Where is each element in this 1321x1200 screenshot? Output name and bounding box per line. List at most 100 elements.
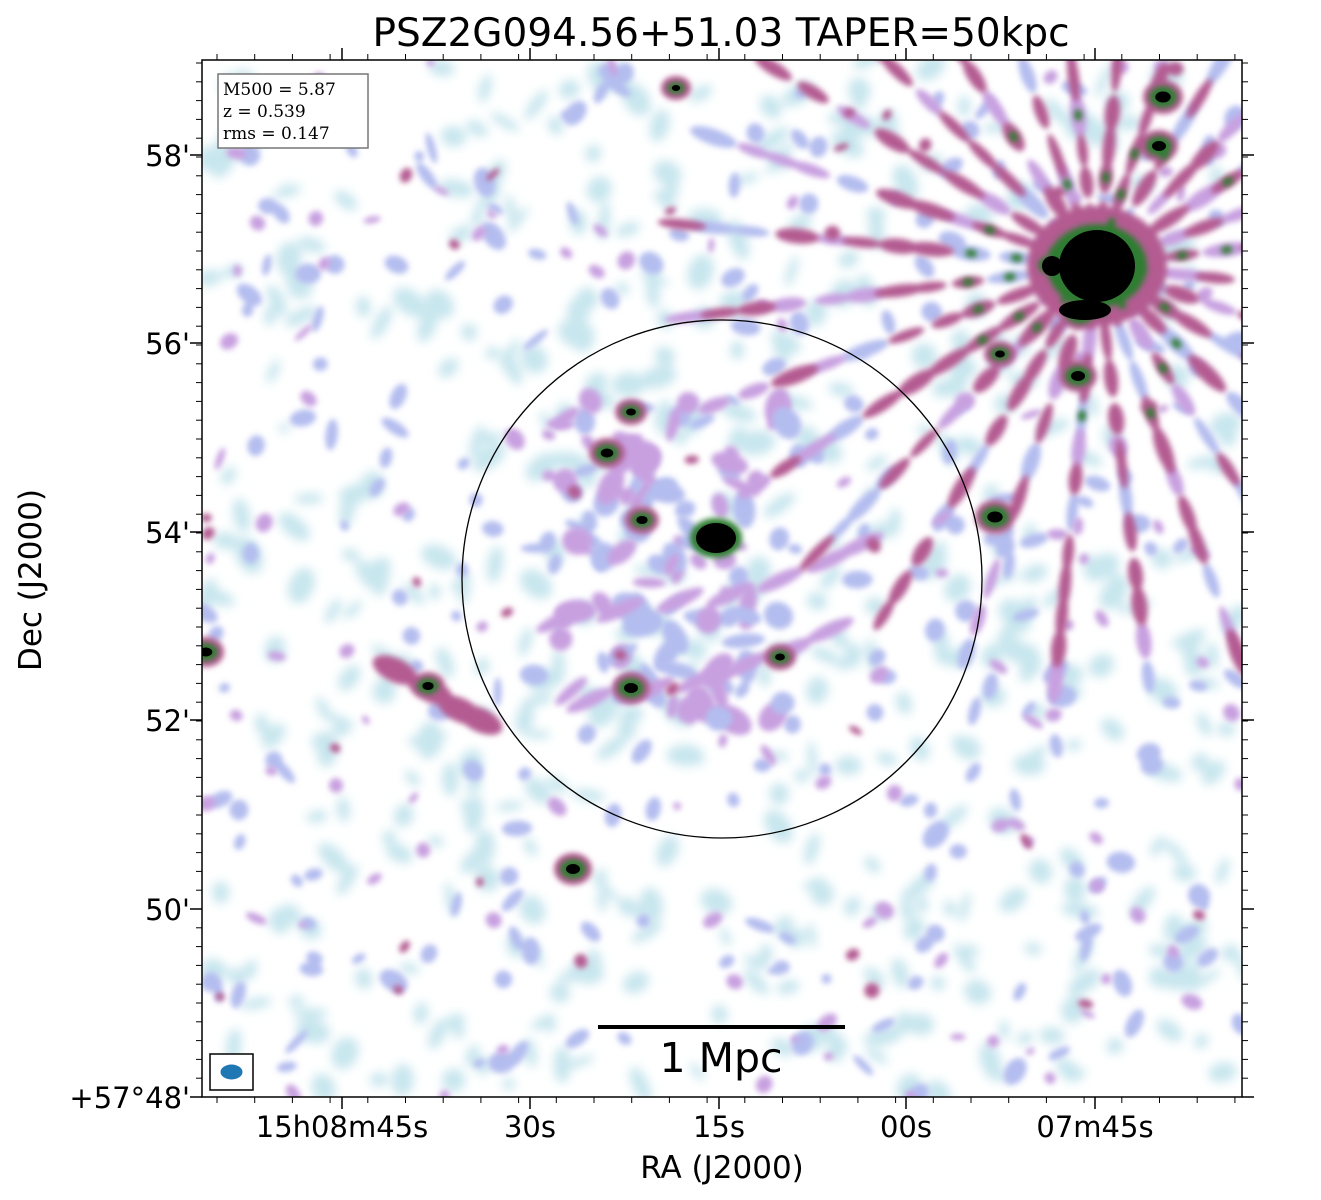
noise-blob: [925, 618, 945, 642]
noise-blob: [265, 766, 278, 776]
artefact-streak: [1154, 267, 1207, 281]
noise-blob: [403, 582, 425, 605]
noise-blob: [420, 944, 438, 964]
noise-blob: [1124, 1009, 1144, 1038]
noise-blob: [240, 997, 272, 1010]
noise-blob: [726, 974, 744, 990]
noise-blob: [1094, 63, 1113, 98]
noise-blob: [370, 305, 393, 340]
noise-blob: [519, 895, 546, 925]
noise-blob: [1084, 475, 1111, 492]
noise-blob: [866, 703, 884, 722]
x-tick-label: 15s: [693, 1110, 745, 1144]
noise-blob: [957, 95, 971, 117]
diffuse-blob: [549, 627, 573, 651]
noise-blob: [702, 912, 723, 929]
noise-blob: [619, 705, 644, 724]
noise-blob: [284, 306, 318, 327]
noise-blob: [1201, 760, 1226, 785]
artefact-streak: [697, 396, 731, 414]
noise-blob: [249, 215, 266, 231]
artefact-streak: [1241, 353, 1242, 378]
artefact-streak: [962, 60, 987, 93]
noise-blob: [232, 498, 251, 533]
artefact-streak: [901, 0, 929, 1]
noise-blob: [1024, 942, 1042, 956]
artefact-streak: [992, 163, 1026, 197]
noise-blob: [288, 995, 305, 1008]
noise-blob: [232, 264, 242, 277]
artefact-streak: [1243, 273, 1281, 291]
noise-blob: [593, 224, 608, 237]
noise-blob: [700, 888, 733, 915]
diffuse-blob: [711, 493, 729, 518]
noise-blob: [1026, 745, 1049, 760]
noise-blob: [1060, 902, 1100, 919]
noise-blob: [606, 78, 632, 97]
noise-blob: [1163, 839, 1187, 865]
noise-blob: [285, 1030, 308, 1054]
noise-blob: [776, 333, 796, 360]
artefact-peak: [1171, 338, 1182, 349]
noise-blob: [325, 418, 338, 451]
noise-blob: [486, 168, 500, 181]
noise-blob: [922, 820, 950, 849]
noise-blob: [656, 835, 679, 867]
artefact-streak: [737, 301, 777, 316]
noise-blob: [711, 1004, 728, 1024]
noise-blob: [262, 254, 272, 276]
noise-blob: [784, 715, 801, 734]
noise-blob: [202, 146, 224, 172]
noise-blob: [329, 743, 341, 753]
artefact-streak: [937, 396, 970, 430]
artefact-streak: [1186, 78, 1213, 119]
noise-blob: [524, 90, 548, 120]
diffuse-blob: [642, 489, 655, 512]
source-core: [566, 864, 580, 874]
artefact-streak: [941, 170, 986, 199]
artefact-streak: [874, 128, 910, 154]
noise-blob: [425, 730, 447, 745]
noise-blob: [227, 967, 245, 986]
noise-blob: [1028, 858, 1053, 884]
noise-blob: [338, 665, 361, 691]
source-core: [624, 683, 638, 693]
artefact-streak: [1102, 123, 1116, 172]
noise-blob: [202, 602, 218, 623]
artefact-streak: [1068, 462, 1083, 496]
noise-blob: [521, 937, 540, 965]
noise-blob: [571, 322, 595, 352]
noise-blob: [1017, 643, 1042, 678]
high-emission-layer: [202, 28, 1321, 1009]
diffuse-blob: [650, 477, 678, 498]
artefact-peak: [1222, 176, 1234, 187]
artefact-streak: [1290, 571, 1321, 610]
noise-blob: [875, 751, 898, 766]
noise-blob: [1022, 701, 1036, 719]
artefact-streak: [1035, 403, 1053, 444]
noise-blob: [842, 570, 873, 589]
noise-blob: [299, 962, 324, 977]
noise-blob: [1085, 392, 1099, 417]
noise-blob: [806, 922, 817, 949]
artefact-streak: [1147, 205, 1190, 235]
x-tick-label: 30s: [504, 1110, 556, 1144]
artefact-streak: [1051, 0, 1070, 3]
noise-blob: [234, 834, 246, 850]
diffuse-blob: [696, 606, 721, 634]
diffuse-blob: [690, 553, 707, 570]
noise-blob: [331, 1037, 359, 1070]
noise-blob: [1044, 1072, 1056, 1084]
filament-segment: [596, 597, 644, 623]
noise-blob: [384, 255, 409, 274]
noise-blob: [212, 531, 239, 550]
artefact-streak: [1058, 334, 1078, 372]
noise-blob: [560, 108, 581, 123]
artefact-streak: [1202, 299, 1237, 315]
noise-blob: [451, 610, 462, 622]
noise-blob: [521, 693, 554, 708]
noise-blob: [471, 226, 486, 241]
noise-blob: [1217, 721, 1236, 737]
noise-blob: [909, 736, 930, 762]
artefact-streak: [1296, 28, 1321, 63]
